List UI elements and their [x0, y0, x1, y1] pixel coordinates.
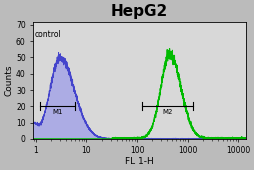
Text: M1: M1 — [52, 109, 63, 115]
Text: M2: M2 — [162, 109, 172, 115]
X-axis label: FL 1-H: FL 1-H — [125, 157, 153, 166]
Title: HepG2: HepG2 — [110, 4, 168, 19]
Y-axis label: Counts: Counts — [4, 64, 13, 96]
Text: control: control — [35, 30, 61, 39]
